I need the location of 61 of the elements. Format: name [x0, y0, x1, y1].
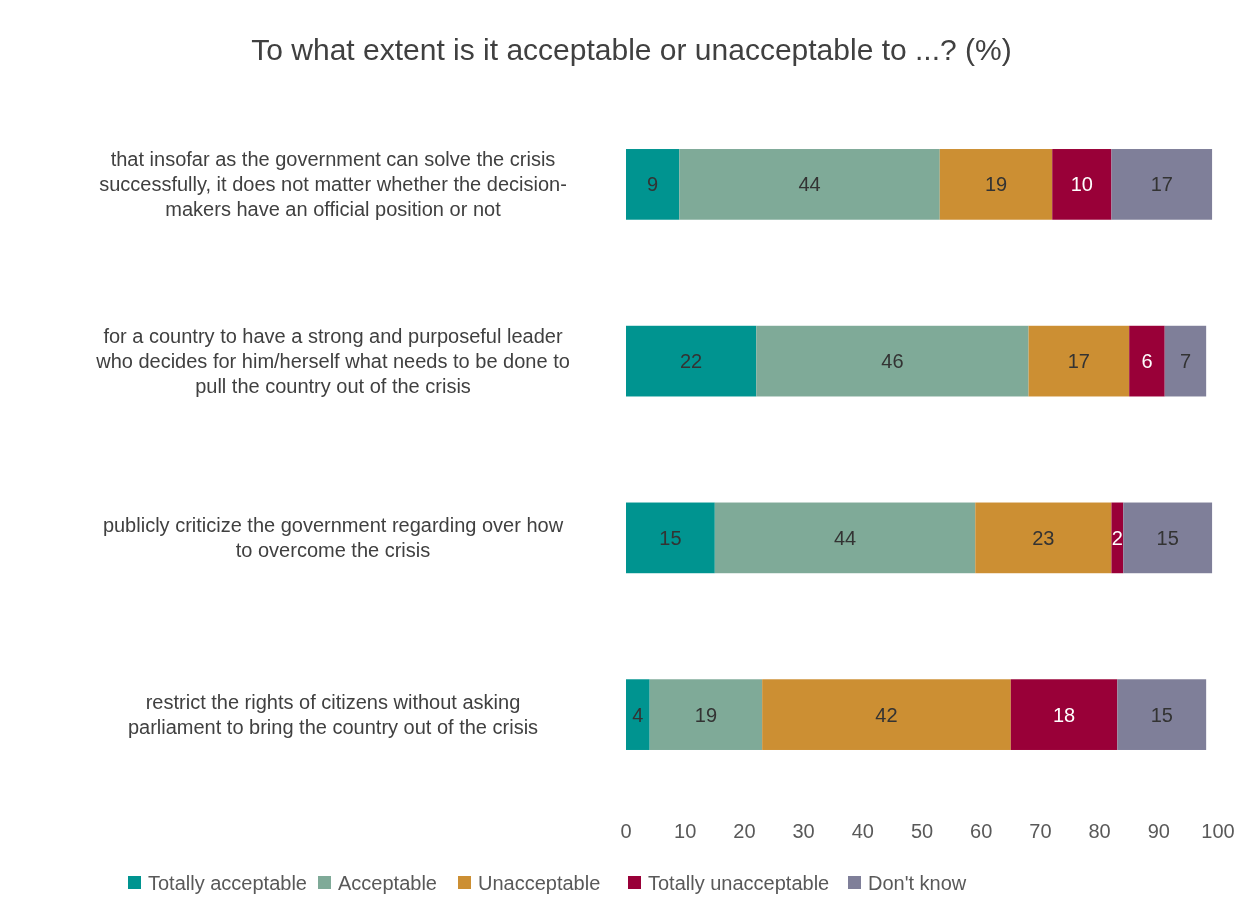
bar [1010, 679, 1118, 750]
x-tick-label: 40 [851, 820, 874, 842]
x-tick-label: 70 [1029, 820, 1052, 842]
data-label: 6 [1141, 350, 1153, 373]
x-tick-label: 20 [733, 820, 756, 842]
bar [975, 502, 1112, 574]
data-label: 23 [1032, 526, 1055, 549]
chart-title: To what extent is it acceptable or unacceptable to ...? (%) [251, 33, 1012, 66]
bar [1123, 502, 1213, 574]
data-label: 22 [679, 350, 703, 373]
data-label: 19 [694, 703, 718, 726]
bar [679, 149, 940, 220]
legend-label: Totally acceptable [148, 872, 307, 894]
bar [626, 325, 757, 397]
bar [1164, 325, 1207, 397]
data-label: 15 [1156, 526, 1179, 549]
bar [626, 679, 650, 750]
bar [1111, 502, 1124, 574]
data-label: 19 [984, 173, 1008, 196]
bar [626, 502, 715, 574]
data-label: 44 [833, 526, 857, 549]
data-label: 4 [632, 703, 644, 726]
data-label: 18 [1052, 703, 1076, 726]
data-label: 9 [647, 173, 659, 196]
bar [1052, 149, 1112, 220]
bar [939, 149, 1053, 220]
data-label: 10 [1070, 173, 1093, 196]
data-label: 2 [1111, 526, 1123, 549]
bar [1111, 149, 1213, 220]
legend-label: Acceptable [338, 872, 437, 894]
x-tick-label: 100 [1201, 820, 1235, 842]
bar [1117, 679, 1207, 750]
bar [1129, 325, 1165, 397]
data-label: 42 [875, 703, 898, 726]
x-tick-label: 90 [1147, 820, 1170, 842]
x-tick-label: 80 [1088, 820, 1111, 842]
data-label: 44 [798, 173, 821, 196]
bar [756, 325, 1029, 397]
y-tick-label: restrict the rights of citizens without asking parliament to bring the country out of the crisis [127, 691, 539, 739]
data-label: 17 [1150, 173, 1173, 196]
bar [1028, 325, 1130, 397]
data-label: 17 [1067, 350, 1091, 373]
legend-label: Unacceptable [478, 872, 601, 894]
bar [762, 679, 1011, 750]
data-label: 46 [881, 350, 904, 373]
x-tick-label: 10 [674, 820, 697, 842]
y-tick-label: that insofar as the government can solve the crisis successfully, it does not matter whether the decision-makers have an official position or not [99, 148, 567, 221]
x-tick-label: 0 [620, 820, 632, 842]
x-tick-label: 50 [910, 820, 934, 842]
bar [714, 502, 976, 574]
y-tick-label: for a country to have a strong and purposeful leader who decides for him/herself what needs to be done to pull the country out of the crisis [95, 325, 570, 398]
legend-label: Don't know [868, 872, 967, 894]
data-label: 15 [659, 526, 682, 549]
data-label: 7 [1179, 350, 1191, 373]
legend-label: Totally unacceptable [648, 872, 830, 894]
data-label: 15 [1150, 703, 1173, 726]
x-tick-label: 60 [970, 820, 993, 842]
bar [626, 149, 680, 220]
bar [649, 679, 763, 750]
x-tick-label: 30 [792, 820, 815, 842]
y-tick-label: publicly criticize the government regarding over how to overcome the crisis [102, 514, 564, 562]
